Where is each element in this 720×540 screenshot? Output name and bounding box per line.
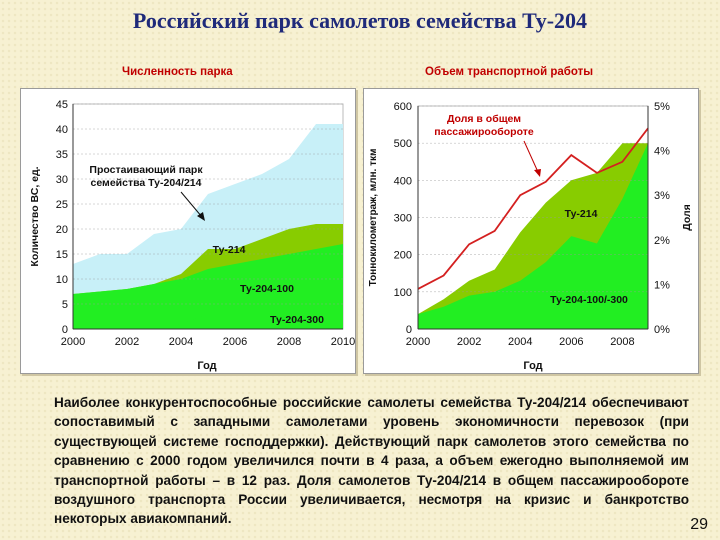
- y-tick-label: 5: [62, 299, 68, 311]
- x-tick-label: 2002: [115, 336, 139, 348]
- x-tick-label: 2004: [169, 336, 193, 348]
- x-axis-label: Год: [523, 360, 542, 372]
- traffic-chart: 0 100 200 300 400 500 600 0% 1% 2% 3% 4% 5% 2000 2002 2…: [368, 101, 693, 372]
- y-tick-label: 0: [406, 324, 412, 336]
- x-tick-label: 2006: [559, 336, 583, 348]
- x-tick-label: 2004: [508, 336, 532, 348]
- y-tick-label: 15: [56, 249, 68, 261]
- y-tick-label: 300: [394, 213, 412, 225]
- y-tick-label: 400: [394, 175, 412, 187]
- y2-axis-label: Доля: [681, 204, 693, 231]
- y2-tick-label: 0%: [654, 324, 670, 336]
- traffic-chart-panel: 0 100 200 300 400 500 600 0% 1% 2% 3% 4% 5% 2000 2002 2…: [363, 88, 699, 374]
- idle-fleet-pointer: [180, 191, 203, 218]
- y-tick-label: 100: [394, 287, 412, 299]
- tu214-label: Ту-214: [565, 208, 598, 220]
- fleet-chart-title: Численность парка: [122, 66, 233, 78]
- share-label: Доля в общем пассажирообороте: [434, 113, 534, 138]
- share-arrowhead: [534, 169, 541, 177]
- y-tick-label: 200: [394, 250, 412, 262]
- x-axis-label: Год: [197, 360, 216, 372]
- y-tick-label: 35: [56, 149, 68, 161]
- tu214-label: Ту-214: [213, 244, 246, 256]
- slide-title: Российский парк самолетов семейства Ту-2…: [132, 8, 588, 33]
- traffic-chart-title: Объем транспортной работы: [425, 66, 594, 78]
- tu204-300-label: Ту-204-300: [270, 314, 324, 326]
- share-pointer: [523, 140, 539, 173]
- y2-tick-label: 4%: [654, 146, 670, 158]
- x-tick-label: 2000: [406, 336, 430, 348]
- body-paragraph: Наиболее конкурентоспособные российские …: [54, 395, 689, 527]
- y-tick-label: 600: [394, 101, 412, 113]
- y-tick-label: 45: [56, 99, 68, 111]
- tu204-100-300-label: Ту-204-100/-300: [550, 294, 628, 306]
- y2-tick-label: 5%: [654, 101, 670, 113]
- idle-fleet-arrowhead: [197, 212, 205, 221]
- share-line: [417, 127, 649, 290]
- area-tu204-100-300: [418, 143, 648, 329]
- y-tick-label: 30: [56, 174, 68, 186]
- x-tick-label: 2010: [331, 336, 355, 348]
- y-tick-label: 25: [56, 199, 68, 211]
- area-tu204-300: [73, 309, 343, 329]
- y-axis-label: Количество ВС, ед.: [29, 166, 41, 266]
- y-tick-label: 500: [394, 138, 412, 150]
- area-tu204-100: [73, 244, 343, 329]
- idle-fleet-label-line: Простаивающий парк: [89, 164, 203, 176]
- y-tick-label: 10: [56, 274, 68, 286]
- x-tick-label: 2002: [457, 336, 481, 348]
- y-axis-label: Тоннокилометраж, млн. ткм: [368, 149, 379, 287]
- x-tick-label: 2000: [61, 336, 85, 348]
- y-tick-label: 40: [56, 124, 68, 136]
- y-tick-label: 20: [56, 224, 68, 236]
- idle-fleet-label-line: семейства Ту-204/214: [91, 177, 202, 189]
- fleet-chart: 0 5 10 15 20 25 30 35 40 45 2000 2002 2004 2006 2008 20…: [29, 99, 355, 372]
- fleet-chart-panel: 0 5 10 15 20 25 30 35 40 45 2000 2002 2004 2006 2008 20…: [20, 88, 356, 374]
- page-number: 29: [690, 516, 708, 533]
- y2-tick-label: 2%: [654, 235, 670, 247]
- y2-tick-label: 3%: [654, 190, 670, 202]
- tu204-100-label: Ту-204-100: [240, 283, 294, 295]
- share-label-line: Доля в общем: [447, 113, 521, 125]
- y-tick-label: 0: [62, 324, 68, 336]
- y2-tick-label: 1%: [654, 279, 670, 291]
- x-tick-label: 2008: [277, 336, 301, 348]
- x-tick-label: 2006: [223, 336, 247, 348]
- idle-fleet-label: Простаивающий парк семейства Ту-204/214: [89, 164, 203, 189]
- x-tick-label: 2008: [610, 336, 634, 348]
- share-label-line: пассажирообороте: [434, 126, 534, 138]
